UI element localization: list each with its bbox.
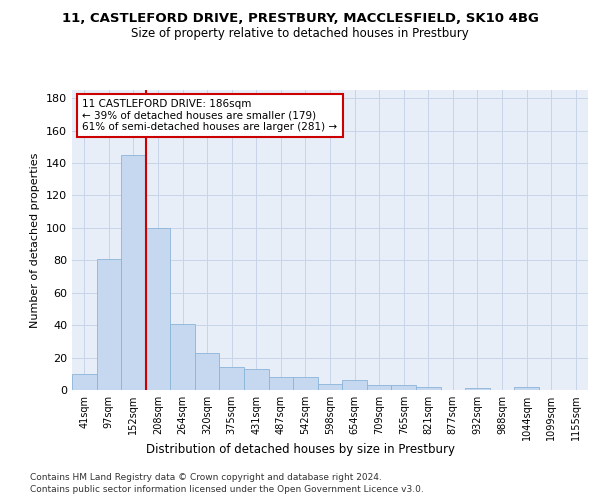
Bar: [121, 155, 146, 390]
Text: Distribution of detached houses by size in Prestbury: Distribution of detached houses by size …: [146, 442, 455, 456]
Bar: [220, 368, 244, 390]
Bar: [465, 388, 490, 390]
Bar: [195, 352, 220, 390]
Text: Contains public sector information licensed under the Open Government Licence v3: Contains public sector information licen…: [30, 485, 424, 494]
Bar: [318, 384, 342, 390]
Y-axis label: Number of detached properties: Number of detached properties: [31, 152, 40, 328]
Bar: [244, 369, 269, 390]
Bar: [72, 374, 97, 390]
Bar: [146, 228, 170, 390]
Text: 11 CASTLEFORD DRIVE: 186sqm
← 39% of detached houses are smaller (179)
61% of se: 11 CASTLEFORD DRIVE: 186sqm ← 39% of det…: [82, 99, 337, 132]
Bar: [416, 387, 440, 390]
Text: Size of property relative to detached houses in Prestbury: Size of property relative to detached ho…: [131, 28, 469, 40]
Bar: [342, 380, 367, 390]
Text: 11, CASTLEFORD DRIVE, PRESTBURY, MACCLESFIELD, SK10 4BG: 11, CASTLEFORD DRIVE, PRESTBURY, MACCLES…: [62, 12, 538, 26]
Bar: [391, 385, 416, 390]
Bar: [514, 387, 539, 390]
Bar: [269, 377, 293, 390]
Bar: [293, 377, 318, 390]
Text: Contains HM Land Registry data © Crown copyright and database right 2024.: Contains HM Land Registry data © Crown c…: [30, 472, 382, 482]
Bar: [170, 324, 195, 390]
Bar: [367, 385, 391, 390]
Bar: [97, 258, 121, 390]
